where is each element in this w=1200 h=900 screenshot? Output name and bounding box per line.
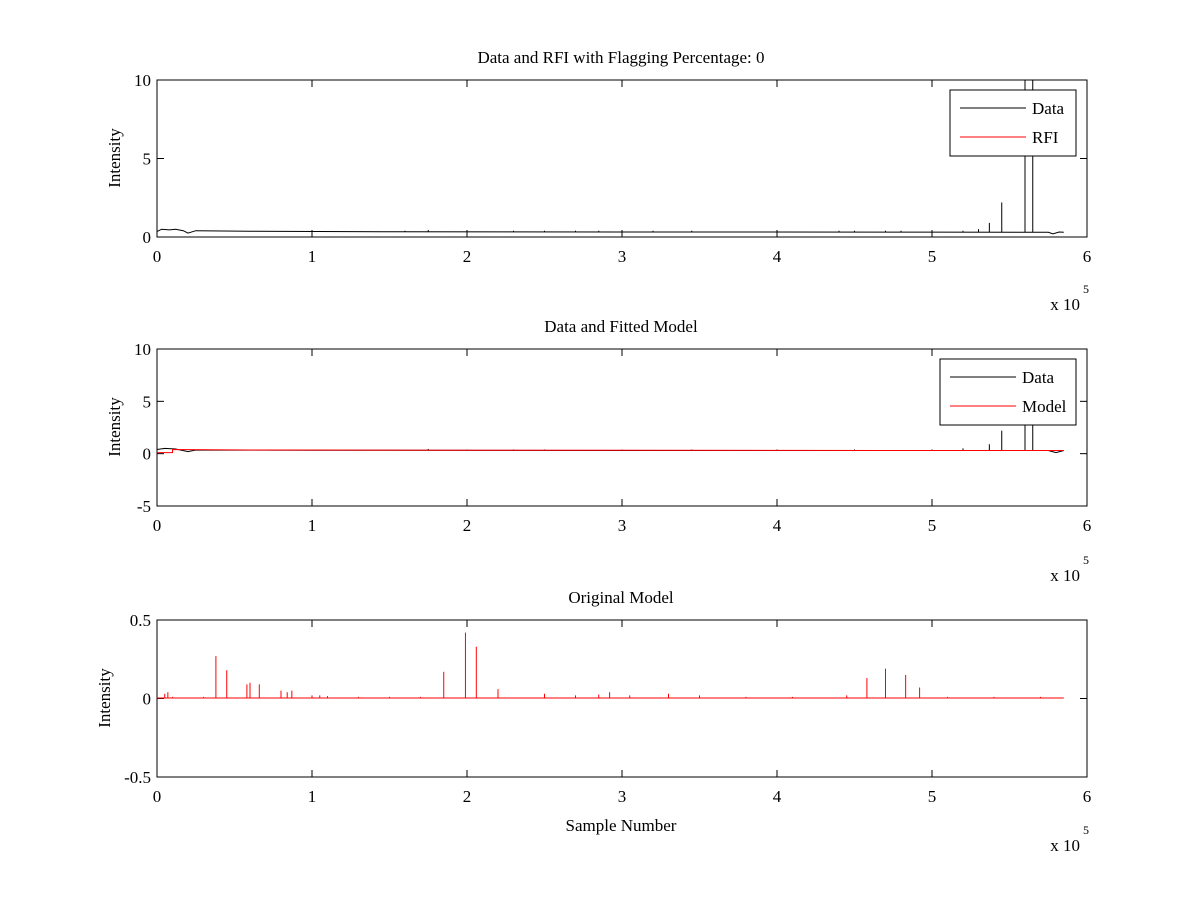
panel-1-xtick-label: 1 bbox=[308, 247, 317, 266]
panel-2-xtick-label: 1 bbox=[308, 516, 317, 535]
panel-2-ytick-label: 10 bbox=[134, 340, 151, 359]
panel-1-series-line bbox=[157, 228, 1064, 235]
panel-2-ytick-label: 5 bbox=[143, 392, 152, 411]
panel-2-series-model bbox=[157, 448, 1064, 454]
panel-3-xtick-label: 3 bbox=[618, 787, 627, 806]
panel-2-ylabel: Intensity bbox=[105, 397, 124, 457]
panel-1-title: Data and RFI with Flagging Percentage: 0 bbox=[477, 48, 764, 67]
panel-2-legend-label: Data bbox=[1022, 368, 1055, 387]
panel-1-xtick-label: 4 bbox=[773, 247, 782, 266]
panel-3-xlabel: Sample Number bbox=[566, 816, 677, 835]
panel-1-ytick-label: 5 bbox=[143, 150, 152, 169]
panel-1-legend: Data RFI bbox=[949, 89, 1077, 157]
panel-1-ylabel: Intensity bbox=[105, 128, 124, 188]
panel-3-ytick-label: -0.5 bbox=[124, 768, 151, 787]
panel-1-ytick-label: 0 bbox=[143, 228, 152, 247]
panel-2-legend-box bbox=[939, 358, 1077, 426]
panel-2-xtick-label: 3 bbox=[618, 516, 627, 535]
panel-1-x-exponent: 5 bbox=[1083, 282, 1089, 296]
panel-2-legend: Data Model bbox=[939, 358, 1077, 426]
panel-3-series-model bbox=[157, 632, 1064, 699]
panel-1-xtick-label: 6 bbox=[1083, 247, 1092, 266]
panel-1: Data and RFI with Flagging Percentage: 0… bbox=[105, 48, 1091, 314]
panel-2-xtick-label: 2 bbox=[463, 516, 472, 535]
panel-3-x-multiplier: x 10 bbox=[1050, 836, 1080, 855]
panel-2-x-exponent: 5 bbox=[1083, 553, 1089, 567]
panel-3-xtick-label: 4 bbox=[773, 787, 782, 806]
panel-3-ytick-label: 0 bbox=[143, 690, 152, 709]
panel-2-xtick-label: 5 bbox=[928, 516, 937, 535]
panel-2-ytick-label: 0 bbox=[143, 445, 152, 464]
panel-3-xtick-label: 6 bbox=[1083, 787, 1092, 806]
panel-2-ytick-label: -5 bbox=[137, 497, 151, 516]
panel-2-series-line bbox=[157, 448, 1064, 454]
panel-1-axes-box bbox=[156, 79, 1088, 238]
panel-2-xtick-label: 6 bbox=[1083, 516, 1092, 535]
panel-3-xtick-label: 0 bbox=[153, 787, 162, 806]
panel-2-xtick-label: 0 bbox=[153, 516, 162, 535]
panel-1-ytick-label: 10 bbox=[134, 71, 151, 90]
panel-2-legend-label: Model bbox=[1022, 397, 1067, 416]
panel-3-xtick-label: 2 bbox=[463, 787, 472, 806]
panel-2-x-multiplier: x 10 bbox=[1050, 566, 1080, 585]
panel-1-legend-label: RFI bbox=[1032, 128, 1059, 147]
panel-1-legend-label: Data bbox=[1032, 99, 1065, 118]
panel-3-ylabel: Intensity bbox=[95, 668, 114, 728]
panel-2: Data and Fitted Model Intensity x 10 5 0… bbox=[105, 317, 1091, 585]
panel-1-xtick-label: 5 bbox=[928, 247, 937, 266]
panel-3: Original Model Intensity Sample Number x… bbox=[95, 588, 1091, 855]
panel-3-xtick-label: 1 bbox=[308, 787, 317, 806]
panel-2-title: Data and Fitted Model bbox=[544, 317, 698, 336]
panel-1-legend-box bbox=[949, 89, 1077, 157]
panel-1-xtick-label: 3 bbox=[618, 247, 627, 266]
panel-3-xtick-label: 5 bbox=[928, 787, 937, 806]
panel-3-ytick-label: 0.5 bbox=[130, 611, 151, 630]
panel-3-x-exponent: 5 bbox=[1083, 823, 1089, 837]
panel-1-xtick-label: 2 bbox=[463, 247, 472, 266]
panel-2-axes-box bbox=[156, 348, 1088, 507]
panel-3-title: Original Model bbox=[568, 588, 674, 607]
panel-2-xtick-label: 4 bbox=[773, 516, 782, 535]
panel-1-xtick-label: 0 bbox=[153, 247, 162, 266]
panel-1-x-multiplier: x 10 bbox=[1050, 295, 1080, 314]
